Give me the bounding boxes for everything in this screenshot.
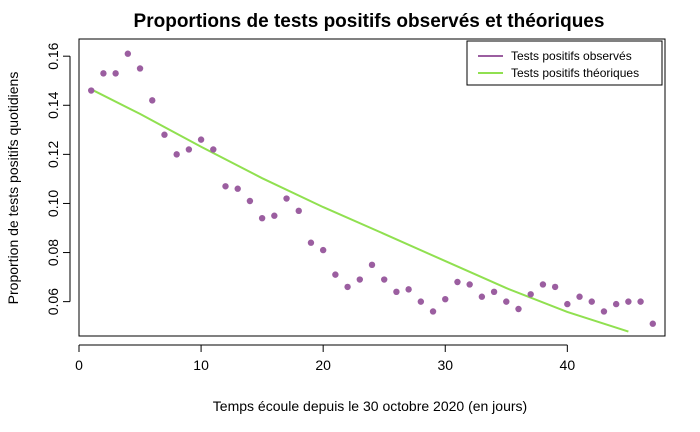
observed-point [197, 136, 205, 143]
observed-point [612, 300, 620, 308]
legend-box [466, 40, 663, 86]
series-line-theoretical [90, 88, 629, 333]
observed-point [625, 298, 632, 305]
observed-point [136, 65, 144, 72]
observed-point [539, 281, 547, 288]
y-axis: 0.06 0.08 0.10 0.12 0.14 0.16 [45, 42, 71, 315]
observed-point [649, 320, 656, 327]
observed-point [124, 50, 132, 57]
observed-point [149, 97, 156, 104]
observed-point [100, 70, 107, 77]
observed-point [173, 151, 180, 158]
observed-point [307, 239, 315, 246]
observed-point [429, 308, 437, 315]
legend: Tests positifs observés Tests positifs t… [466, 40, 663, 86]
observed-point [442, 295, 449, 303]
observed-point [417, 298, 425, 305]
observed-point [515, 305, 522, 313]
observed-point [405, 286, 412, 293]
observed-point [576, 293, 583, 300]
observed-point [258, 214, 266, 222]
series-layer [88, 50, 656, 333]
observed-point [319, 246, 327, 254]
observed-point [637, 298, 644, 305]
x-tick-label: 20 [315, 357, 331, 373]
observed-point [466, 281, 473, 288]
observed-point [478, 293, 486, 300]
x-tick-label: 30 [437, 357, 453, 373]
observed-point [393, 288, 400, 296]
x-tick-label: 40 [560, 357, 576, 373]
x-tick-label: 10 [193, 357, 209, 373]
observed-point [600, 308, 608, 315]
y-axis-label: Proportion de tests positifs quotidiens [5, 72, 21, 305]
observed-point [295, 207, 302, 215]
y-tick-label: 0.06 [45, 288, 61, 315]
observed-point [527, 291, 534, 298]
observed-point [454, 278, 461, 286]
observed-point [356, 276, 363, 283]
y-tick-label: 0.08 [45, 239, 61, 266]
observed-point [381, 276, 388, 283]
observed-point [588, 298, 595, 305]
observed-point [161, 131, 168, 138]
observed-point [246, 197, 254, 205]
observed-point [112, 70, 119, 77]
observed-point [490, 288, 498, 296]
observed-point [503, 298, 510, 305]
observed-point [332, 271, 339, 278]
chart-title: Proportions de tests positifs observés e… [134, 11, 605, 32]
observed-point [344, 283, 351, 291]
plot-area-frame [78, 38, 666, 337]
observed-point [222, 183, 229, 190]
y-tick-label: 0.10 [45, 190, 61, 217]
observed-point [564, 300, 571, 308]
x-tick-label: 0 [75, 357, 83, 373]
observed-point [368, 261, 376, 269]
observed-point [210, 146, 217, 153]
observed-point [234, 185, 241, 192]
observed-point [283, 195, 290, 202]
legend-label-observed: Tests positifs observés [511, 49, 632, 63]
legend-label-theoretical: Tests positifs théoriques [511, 66, 639, 80]
observed-point [271, 212, 278, 219]
observed-point [185, 146, 193, 153]
x-axis: 0 10 20 30 40 [75, 344, 576, 373]
y-tick-label: 0.16 [45, 42, 61, 69]
observed-point [88, 87, 95, 94]
y-tick-label: 0.12 [45, 141, 61, 168]
y-tick-label: 0.14 [45, 91, 61, 118]
observed-point [551, 283, 559, 291]
x-axis-label: Temps écoule depuis le 30 octobre 2020 (… [213, 398, 527, 414]
